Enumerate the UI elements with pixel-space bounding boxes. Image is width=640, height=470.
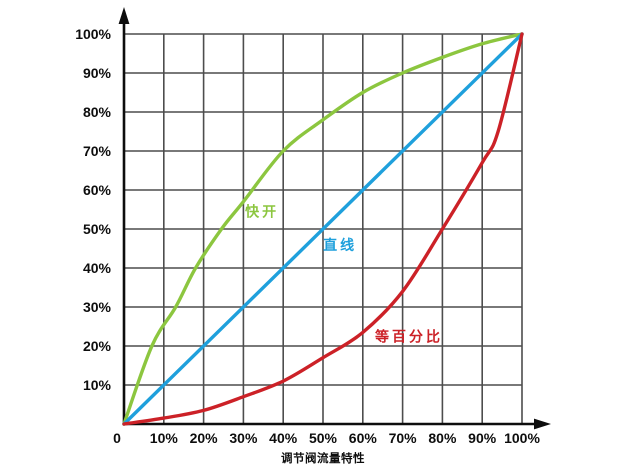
y-tick-label: 10% [83, 377, 112, 393]
axes [118, 7, 551, 430]
y-tick-label: 50% [83, 221, 112, 237]
x-tick-label: 10% [150, 430, 179, 446]
y-tick-label: 90% [83, 65, 112, 81]
x-tick-label: 60% [349, 430, 378, 446]
x-tick-label: 100% [504, 430, 540, 446]
y-tick-label: 20% [83, 338, 112, 354]
curve-equal-percentage [122, 32, 524, 426]
x-tick-label: 30% [229, 430, 258, 446]
series-label-linear: 直线 [323, 237, 357, 253]
x-tick-label: 90% [468, 430, 497, 446]
x-axis-arrow-icon [534, 418, 551, 430]
curve-quick-opening [122, 32, 524, 426]
x-tick-label: 40% [269, 430, 298, 446]
y-tick-label: 40% [83, 260, 112, 276]
y-tick-label: 30% [83, 299, 112, 315]
series-label-quick-opening: 快开 [245, 203, 279, 219]
x-axis-title: 调节阀流量特性 [281, 451, 365, 465]
y-tick-label: 100% [75, 26, 111, 42]
curves [122, 32, 524, 426]
grid [123, 33, 523, 425]
series-label-equal-percentage: 等百分比 [375, 329, 443, 345]
x-tick-label: 0 [113, 430, 121, 446]
y-tick-label: 60% [83, 182, 112, 198]
tick-labels: 0 10% 20% 30% 40% 50% 60% 70% 80% 90% 100% 10% 20% 30… [75, 26, 540, 446]
y-tick-label: 70% [83, 143, 112, 159]
x-tick-label: 70% [389, 430, 418, 446]
x-tick-label: 80% [428, 430, 457, 446]
y-tick-label: 80% [83, 104, 112, 120]
y-axis-arrow-icon [118, 7, 130, 24]
x-tick-label: 50% [309, 430, 338, 446]
x-tick-label: 20% [190, 430, 219, 446]
curve-linear [122, 32, 524, 426]
